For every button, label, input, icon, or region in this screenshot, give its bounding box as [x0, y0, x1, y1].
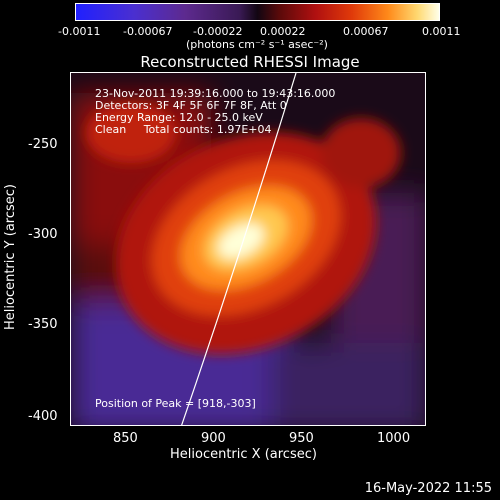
x-tick: 900 [201, 431, 226, 446]
colorbar-tick: -0.00022 [193, 25, 243, 38]
x-tick: 850 [113, 431, 138, 446]
colorbar-units: (photons cm⁻² s⁻¹ asec⁻²) [186, 38, 328, 51]
colorbar-tick: -0.00067 [123, 25, 173, 38]
colorbar-tick: 0.00022 [260, 25, 306, 38]
image-title: Reconstructed RHESSI Image [140, 53, 360, 71]
timestamp: 16-May-2022 11:55 [364, 481, 492, 496]
y-tick: -350 [28, 317, 58, 332]
image-canvas [71, 73, 425, 425]
x-tick: 950 [289, 431, 314, 446]
colorbar [75, 3, 440, 21]
annotation-time: 23-Nov-2011 19:39:16.000 to 19:43:16.000 [95, 87, 336, 100]
y-tick: -400 [28, 409, 58, 424]
x-tick: 1000 [377, 431, 411, 446]
annotation-peak: Position of Peak = [918,-303] [95, 397, 256, 410]
annotation-detectors: Detectors: 3F 4F 5F 6F 7F 8F, Att 0 [95, 99, 287, 112]
rhessi-image [70, 72, 426, 426]
colorbar-tick: 0.00067 [343, 25, 389, 38]
y-tick: -250 [28, 137, 58, 152]
limb-line [181, 73, 297, 425]
annotation-clean: Clean Total counts: 1.97E+04 [95, 123, 272, 136]
x-axis-label: Heliocentric X (arcsec) [170, 447, 317, 462]
y-axis-label: Heliocentric Y (arcsec) [3, 184, 18, 330]
colorbar-tick: 0.0011 [422, 25, 461, 38]
colorbar-tick: -0.0011 [58, 25, 101, 38]
y-tick: -300 [28, 227, 58, 242]
annotation-energy: Energy Range: 12.0 - 25.0 keV [95, 111, 263, 124]
